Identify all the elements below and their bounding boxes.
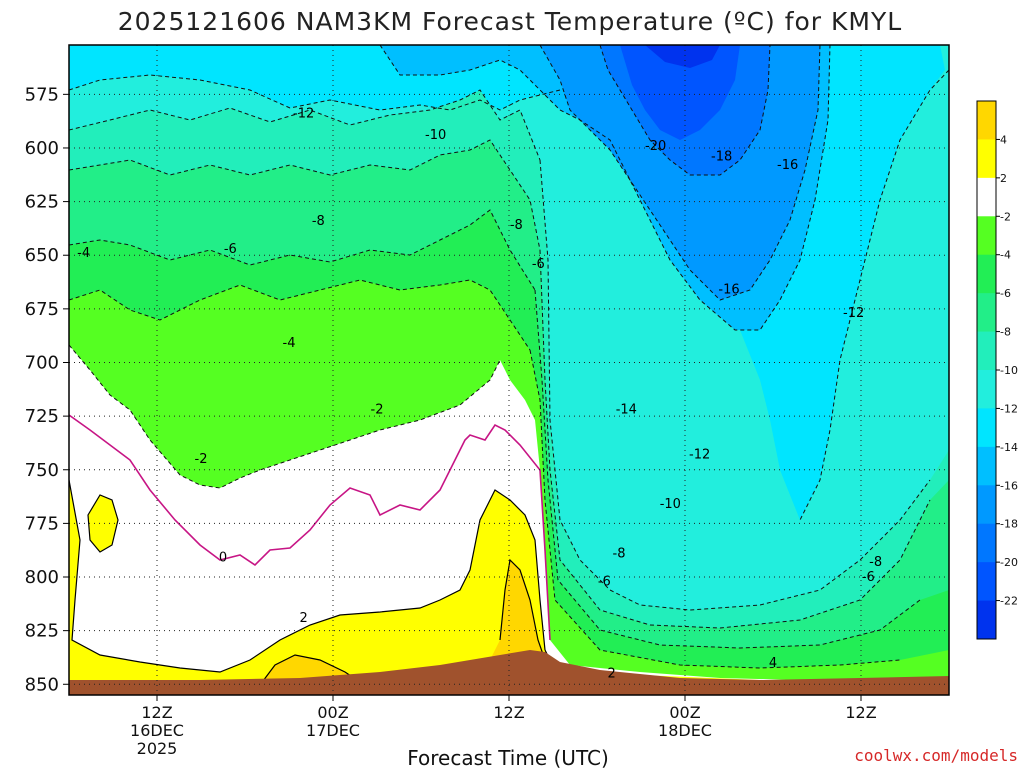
- x-tick-label: 16DEC: [130, 721, 184, 740]
- colorbar-label: -14: [1000, 441, 1018, 454]
- contour-label: -18: [711, 150, 732, 165]
- y-tick-label: 775: [25, 513, 59, 534]
- plot-area: [69, 45, 949, 695]
- zero-isotherm: [69, 414, 551, 641]
- contour-label: -8: [869, 555, 882, 570]
- x-axis-label: Forecast Time (UTC): [407, 746, 609, 768]
- contour-labels: -12-10-20-18-16-8 -8-4 -6-6-16-12-4-2 -14-2…: [77, 107, 882, 682]
- fill-band-minus22: [620, 45, 740, 140]
- colorbar-swatch: [977, 254, 996, 294]
- contour-lines: [69, 45, 949, 669]
- colorbar-swatch: [977, 523, 996, 563]
- colorbar-swatch: [977, 485, 996, 525]
- colorbar-swatch: [977, 562, 996, 602]
- colorbar-label: 4: [1000, 133, 1007, 146]
- contour-label: -14: [616, 403, 637, 418]
- x-tick-label: 12Z: [845, 703, 876, 722]
- colorbar-swatch: [977, 446, 996, 486]
- fill-blob-plus2-left: [88, 495, 118, 552]
- fill-band-coldest: [645, 45, 720, 68]
- colorbar-label: -22: [1000, 595, 1018, 608]
- contour-label: -6: [862, 570, 875, 585]
- contour-label: -4: [77, 246, 90, 261]
- credit-link[interactable]: coolwx.com/models: [854, 746, 1018, 765]
- colorbar-label: -2: [1000, 210, 1011, 223]
- y-tick-label: 600: [25, 138, 59, 159]
- contour-label: 0: [219, 551, 227, 566]
- colorbar-label: -16: [1000, 479, 1018, 492]
- contour-label: -6: [532, 257, 545, 272]
- colorbar-label: -6: [1000, 287, 1011, 300]
- y-tick-label: 675: [25, 299, 59, 320]
- contour-label: -6: [224, 242, 237, 257]
- contour-label: 2: [608, 667, 616, 682]
- x-tick-label: 2025: [137, 739, 178, 758]
- colorbar-label: -10: [1000, 364, 1018, 377]
- contour-label: -12: [689, 448, 710, 463]
- colorbar-label: -4: [1000, 249, 1011, 262]
- contour-label: -10: [660, 497, 681, 512]
- colorbar-swatch: [977, 600, 996, 640]
- contour-label: -6: [598, 574, 611, 589]
- chart-title: 2025121606 NAM3KM Forecast Temperature (…: [118, 7, 902, 36]
- y-axis: 575 600 625 650 675 700 725 750 775 800 825 850: [25, 84, 69, 695]
- y-tick-label: 625: [25, 192, 59, 213]
- contour-label: 4: [769, 656, 777, 671]
- colorbar-label: 2: [1000, 172, 1007, 185]
- x-tick-label: 12Z: [141, 703, 172, 722]
- colorbar-swatch: [977, 139, 996, 179]
- colorbar-swatch: [977, 408, 996, 448]
- contour-label: -16: [777, 158, 798, 173]
- terrain: [69, 650, 949, 695]
- y-tick-label: 850: [25, 674, 59, 695]
- contour-label: -4: [283, 336, 296, 351]
- y-tick-label: 650: [25, 245, 59, 266]
- y-tick-label: 575: [25, 84, 59, 105]
- contour-label: -10: [425, 128, 446, 143]
- y-tick-label: 825: [25, 621, 59, 642]
- y-tick-label: 750: [25, 460, 59, 481]
- contour-label: -16: [718, 283, 739, 298]
- colorbar-swatch: [977, 216, 996, 256]
- y-tick-label: 800: [25, 567, 59, 588]
- colorbar-label: -8: [1000, 326, 1011, 339]
- contour-label: -12: [843, 306, 864, 321]
- x-tick-label: 17DEC: [306, 721, 360, 740]
- colorbar-swatch: [977, 331, 996, 371]
- colorbar: 4 2 -2 -4 -6 -8 -10 -12 -14 -16 -18 -20 -22: [976, 100, 1018, 640]
- contour-label: 2: [300, 611, 308, 626]
- x-tick-label: 00Z: [317, 703, 348, 722]
- x-tick-label: 18DEC: [658, 721, 712, 740]
- y-tick-label: 725: [25, 406, 59, 427]
- contour-label: -20: [645, 139, 666, 154]
- x-tick-label: 00Z: [669, 703, 700, 722]
- fill-band-plus4: [260, 560, 545, 685]
- colorbar-label: -20: [1000, 556, 1018, 569]
- contour-label: -2: [195, 452, 208, 467]
- colorbar-label: -18: [1000, 518, 1018, 531]
- x-tick-label: 12Z: [493, 703, 524, 722]
- contour-label: -8: [312, 214, 325, 229]
- contour-label: -8: [613, 546, 626, 561]
- colorbar-swatch: [977, 293, 996, 333]
- gridlines: [69, 45, 949, 695]
- contour-label: -2: [371, 403, 384, 418]
- contour-label: -12: [293, 107, 314, 122]
- colorbar-swatch: [977, 177, 996, 217]
- contour-label: -8: [510, 218, 523, 233]
- y-tick-label: 700: [25, 352, 59, 373]
- colorbar-swatch: [977, 101, 996, 140]
- colorbar-swatch: [977, 370, 996, 409]
- colorbar-label: -12: [1000, 402, 1018, 415]
